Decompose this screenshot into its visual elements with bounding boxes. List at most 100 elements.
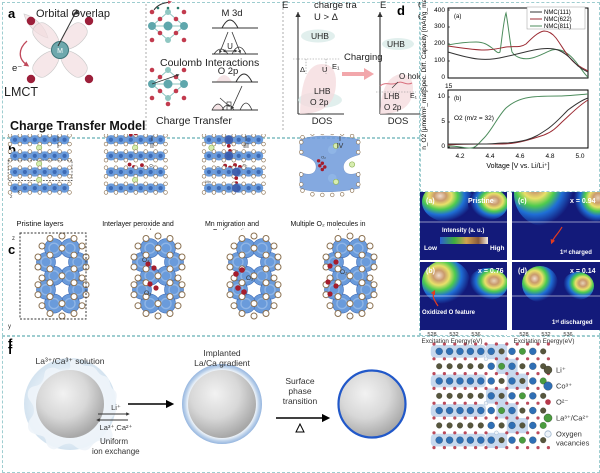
svg-text:U: U [322,65,327,74]
svg-text:charge tra: charge tra [314,0,357,11]
svg-text:Oxygen: Oxygen [556,430,582,439]
svg-text:a vacancy cluster: a vacancy cluster [301,229,356,230]
svg-text:Surface: Surface [285,376,315,386]
svg-text:NMC(111): NMC(111) [544,10,571,16]
svg-text:4.6: 4.6 [515,153,524,160]
svg-text:La/Ca gradient: La/Ca gradient [194,358,250,368]
svg-text:Intensity (a. u.): Intensity (a. u.) [442,228,484,234]
svg-text:NMC(811): NMC(811) [544,24,571,30]
svg-text:f: f [8,336,13,351]
svg-text:z: z [12,236,15,242]
svg-text:Interlayer peroxide and: Interlayer peroxide and [102,221,174,228]
svg-text:transition: transition [283,396,318,406]
svg-text:LMCT: LMCT [4,85,38,99]
svg-text:E: E [282,0,288,11]
svg-text:superoxide: superoxide [121,229,155,230]
svg-text:LHB: LHB [384,92,400,101]
svg-text:Uniform: Uniform [100,437,128,446]
svg-text:1ˢᵗ charged: 1ˢᵗ charged [560,249,592,256]
svg-text:n_O2 [μmol/m²_mat]: n_O2 [μmol/m²_mat] [421,90,428,150]
svg-text:E₁: E₁ [332,62,340,71]
svg-text:M 3d: M 3d [221,8,242,19]
svg-text:O hole: O hole [399,72,420,81]
svg-text:UHB: UHB [311,31,329,41]
svg-text:Pristine: Pristine [468,198,494,205]
svg-text:Orbital Overlap: Orbital Overlap [36,8,110,20]
svg-text:(b): (b) [454,96,461,102]
svg-text:U: U [227,42,233,51]
svg-text:O₂ formation: O₂ formation [212,229,251,230]
svg-text:Spec. Diff. Capacity [mAh/g_ma: Spec. Diff. Capacity [mAh/g_mat] [421,0,428,91]
svg-text:x = 0.14: x = 0.14 [570,268,596,275]
svg-text:NMC(622): NMC(622) [544,17,572,23]
svg-text:200: 200 [434,40,445,47]
svg-text:ion exchange: ion exchange [92,447,140,456]
svg-text:phase: phase [288,386,311,396]
svg-text:O₂: O₂ [246,275,254,282]
svg-text:400: 400 [434,7,445,14]
svg-text:Pristine layers: Pristine layers [16,219,63,228]
svg-text:Charging: Charging [344,52,383,63]
svg-text:4.8: 4.8 [545,153,554,160]
svg-text:High: High [490,245,504,252]
svg-text:(a): (a) [426,198,435,205]
svg-text:x = 0.94: x = 0.94 [570,198,596,205]
svg-text:(d): (d) [518,268,527,275]
svg-text:III: III [243,143,249,150]
svg-text:Excitation Energy(eV): Excitation Energy(eV) [422,338,483,345]
svg-text:Li⁺: Li⁺ [111,403,121,412]
svg-text:(c): (c) [518,198,527,205]
svg-text:UHB: UHB [387,39,405,49]
svg-text:O₂: O₂ [321,154,326,159]
svg-text:0: 0 [441,74,445,81]
svg-text:O₂: O₂ [144,290,152,297]
svg-text:300: 300 [434,23,445,30]
svg-text:x = 0.76: x = 0.76 [478,268,504,275]
svg-text:Co³⁺: Co³⁺ [556,382,572,391]
svg-text:La³⁺,Ca²⁺: La³⁺,Ca²⁺ [100,423,133,432]
svg-text:Multiple O₂ molecules in: Multiple O₂ molecules in [290,221,365,228]
svg-text:5.0: 5.0 [575,153,584,160]
svg-text:I: I [57,143,59,150]
svg-text:IV: IV [337,143,344,150]
svg-text:La³⁺/Ca³⁺ solution: La³⁺/Ca³⁺ solution [36,356,105,366]
svg-text:100: 100 [434,57,445,64]
svg-text:Oxidized O feature: Oxidized O feature [422,310,476,316]
svg-text:5: 5 [441,118,445,125]
svg-text:U > Δ: U > Δ [314,12,339,23]
svg-text:y: y [8,324,11,330]
svg-text:(b): (b) [426,268,435,275]
svg-text:O 2p: O 2p [218,66,239,77]
svg-text:Li⁺: Li⁺ [556,366,566,375]
svg-text:Excitation Energy(eV): Excitation Energy(eV) [514,338,575,345]
svg-text:15: 15 [445,83,453,90]
svg-text:DOS: DOS [388,116,409,127]
svg-text:0: 0 [441,143,445,150]
svg-text:Coulomb Interactions: Coulomb Interactions [160,57,259,69]
svg-text:z: z [10,195,13,200]
svg-text:Charge Transfer Model: Charge Transfer Model [10,119,145,133]
svg-text:Low: Low [424,245,438,252]
svg-text:O 2p: O 2p [384,103,402,112]
svg-text:O 2p: O 2p [310,97,329,107]
svg-text:O₂: O₂ [142,257,150,264]
svg-text:Charge Transfer: Charge Transfer [156,115,232,127]
svg-text:10: 10 [438,93,446,100]
svg-text:LHB: LHB [314,86,331,96]
svg-text:M: M [57,48,63,55]
svg-text:4.2: 4.2 [455,153,464,160]
svg-text:Implanted: Implanted [203,348,241,358]
svg-text:4.4: 4.4 [485,153,494,160]
svg-text:(a): (a) [454,14,461,20]
svg-text:vacancies: vacancies [556,439,590,448]
svg-text:Δ: Δ [300,65,305,74]
svg-text:1ˢᵗ discharged: 1ˢᵗ discharged [552,319,593,326]
svg-text:O²⁻: O²⁻ [556,398,568,407]
svg-text:E: E [380,0,386,11]
svg-text:Voltage [V vs. Li/Li⁺]: Voltage [V vs. Li/Li⁺] [486,163,549,170]
svg-text:O₂: O₂ [340,269,348,276]
svg-text:Mn migration and: Mn migration and [205,221,259,228]
svg-text:La³⁺/Ca²⁺: La³⁺/Ca²⁺ [556,414,589,423]
svg-text:e⁻: e⁻ [12,63,22,74]
svg-text:E₁: E₁ [410,93,418,100]
